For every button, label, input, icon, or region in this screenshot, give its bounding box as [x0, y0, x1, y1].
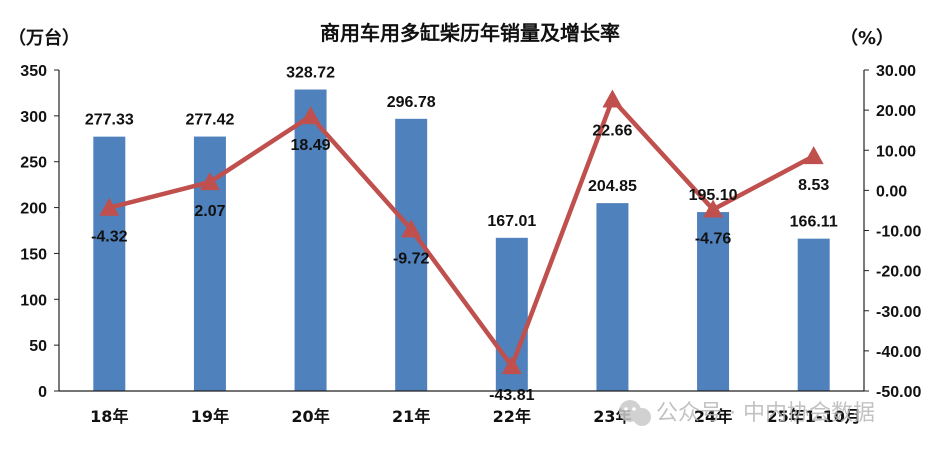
- bar-value-label: 167.01: [487, 213, 536, 230]
- watermark: 公众号 · 中内协会数据: [619, 400, 875, 426]
- x-tick-label: 22年: [493, 407, 531, 426]
- growth-value-label: -9.72: [393, 250, 430, 267]
- bar-18年: [93, 136, 126, 391]
- bar-23年: [596, 203, 629, 391]
- y-right-tick-label: -30.00: [876, 304, 921, 321]
- growth-value-label: 8.53: [798, 177, 829, 194]
- y-right-tick-label: -20.00: [876, 264, 921, 281]
- y-right-tick-label: 20.00: [876, 103, 916, 120]
- axes-layer: 0 50 100 150 200 250 300 350 -50.00 -40.00 -30.00 -…: [20, 63, 921, 426]
- y-right-tick-label: 10.00: [876, 143, 916, 160]
- y-right-axis-unit: （%）: [840, 28, 894, 49]
- bar-21年: [395, 118, 428, 392]
- y-left-tick-label: 250: [20, 155, 47, 172]
- growth-marker-24年: [703, 199, 724, 218]
- y-left-tick-label: 50: [29, 338, 47, 355]
- bar-value-label: 296.78: [387, 94, 436, 111]
- growth-rate-line: [108, 97, 815, 369]
- growth-marker-18年: [99, 197, 120, 216]
- y-left-tick-label: 200: [20, 201, 47, 218]
- y-left-tick-label: 300: [20, 109, 47, 126]
- y-right-tick-label: -10.00: [876, 224, 921, 241]
- wechat-icon: [619, 400, 651, 426]
- y-right-tick-label: -40.00: [876, 344, 921, 361]
- growth-value-label: 18.49: [291, 137, 331, 154]
- x-tick-label: 19年: [191, 407, 229, 426]
- growth-marker-22年: [501, 356, 522, 375]
- growth-value-label: -4.32: [91, 229, 128, 246]
- growth-line-layer: [99, 89, 824, 375]
- x-tick-label: 20年: [291, 407, 329, 426]
- data-labels-layer: 277.33 277.42 328.72 296.78 167.01 204.85 195.…: [85, 65, 838, 405]
- watermark-text: 公众号 · 中内协会数据: [656, 401, 875, 426]
- bar-20年: [294, 89, 327, 392]
- growth-value-label: 22.66: [592, 122, 632, 139]
- growth-marker-25年1-10月: [803, 146, 824, 165]
- x-tick-label: 24年: [694, 407, 732, 426]
- y-left-tick-label: 0: [38, 384, 47, 401]
- bar-value-label: 277.33: [85, 112, 134, 129]
- growth-value-label: -43.81: [489, 387, 534, 404]
- x-tick-label: 25年1-10月: [767, 407, 861, 426]
- y-left-axis-unit: （万台）: [8, 27, 80, 49]
- bar-value-label: 195.10: [689, 187, 738, 204]
- bar-25年1-10月: [797, 238, 830, 391]
- bar-value-label: 328.72: [286, 65, 335, 82]
- growth-marker-21年: [401, 219, 422, 238]
- y-left-tick-label: 100: [20, 292, 47, 309]
- bar-value-label: 277.42: [185, 112, 234, 129]
- growth-value-label: -4.76: [695, 230, 732, 247]
- bar-value-label: 166.11: [790, 214, 838, 231]
- y-left-tick-label: 150: [20, 246, 47, 263]
- x-tick-label: 21年: [392, 407, 430, 426]
- growth-marker-20年: [300, 106, 321, 125]
- chart-title: 商用车用多缸柴历年销量及增长率: [320, 21, 620, 45]
- x-tick-label: 18年: [90, 407, 128, 426]
- bar-24年: [697, 212, 730, 391]
- y-right-tick-label: -50.00: [876, 384, 921, 401]
- y-right-tick-label: 0.00: [876, 183, 907, 200]
- y-left-tick-label: 350: [20, 63, 47, 80]
- growth-marker-23年: [602, 89, 623, 108]
- bar-value-label: 204.85: [588, 178, 637, 195]
- y-right-tick-label: 30.00: [876, 63, 916, 80]
- growth-marker-19年: [199, 172, 220, 191]
- growth-value-label: 2.07: [194, 203, 225, 220]
